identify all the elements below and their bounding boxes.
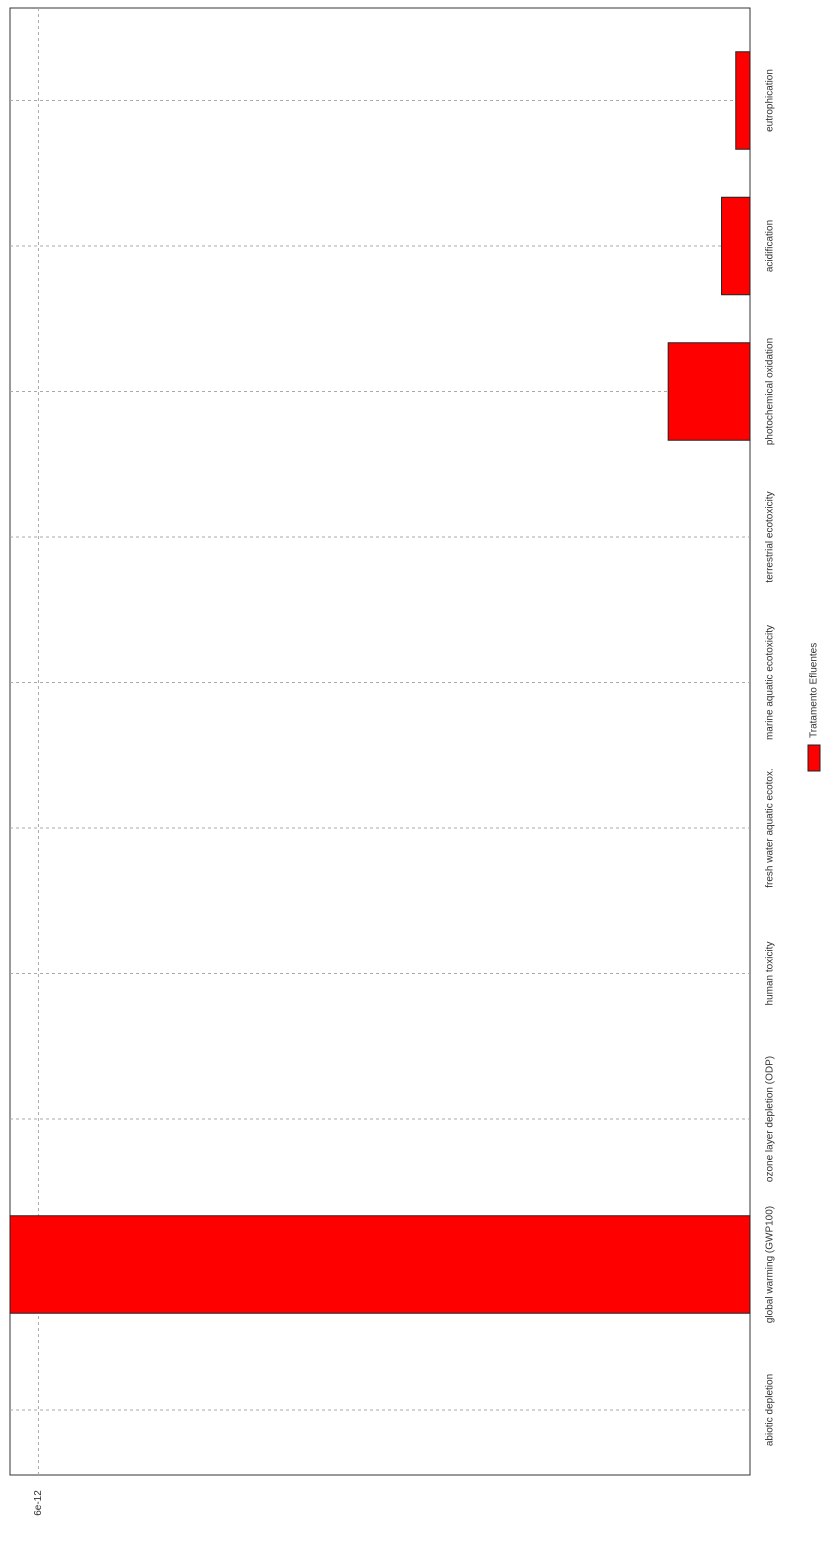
category-label: terrestrial ecotoxicity	[765, 491, 776, 582]
category-label: human toxicity	[765, 942, 776, 1006]
bar	[667, 342, 751, 441]
bar	[9, 1215, 751, 1314]
category-label: fresh water aquatic ecotox.	[765, 768, 776, 888]
bar	[721, 196, 751, 296]
category-label: global warming (GWP100)	[765, 1206, 776, 1323]
category-label: eutrophication	[765, 69, 776, 132]
value-tick-label: 6e-12	[33, 1490, 44, 1516]
category-label: acidification	[765, 220, 776, 272]
bar	[735, 51, 751, 150]
category-label: marine aquatic ecotoxicity	[765, 625, 776, 740]
category-label: ozone layer depletion (ODP)	[765, 1056, 776, 1182]
legend-label: Tratamento Efluentes	[809, 643, 820, 738]
category-label: photochemical oxidation	[765, 338, 776, 445]
category-label: abiotic depletion	[765, 1374, 776, 1446]
legend-swatch	[807, 744, 821, 772]
